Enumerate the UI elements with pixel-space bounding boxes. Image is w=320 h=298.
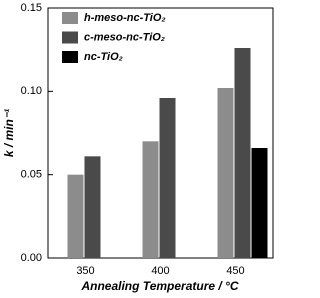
bar: [234, 48, 251, 258]
x-tick-label: 450: [226, 265, 244, 277]
y-tick-label: 0.00: [21, 252, 42, 264]
y-tick-label: 0.05: [21, 169, 42, 181]
legend-swatch: [62, 12, 78, 24]
legend-label: c-meso-nc-TiO₂: [84, 31, 165, 43]
legend-swatch: [62, 31, 78, 44]
bar: [84, 156, 101, 258]
legend-label: nc-TiO₂: [84, 51, 123, 63]
x-tick-label: 350: [76, 265, 94, 277]
legend-label: h-meso-nc-TiO₂: [84, 12, 166, 24]
x-tick-label: 400: [151, 265, 169, 277]
y-tick-label: 0.15: [21, 2, 42, 14]
legend-swatch: [62, 51, 78, 63]
bar: [67, 174, 84, 258]
bar: [251, 148, 268, 258]
y-tick-label: 0.10: [21, 85, 42, 97]
bar: [142, 141, 159, 258]
chart: Annealing Temperature / °C k / min⁻¹ 0.0…: [2, 2, 274, 293]
bar: [159, 98, 176, 258]
y-axis-title: k / min⁻¹: [2, 109, 16, 157]
bar: [217, 88, 234, 258]
x-axis-title: Annealing Temperature / °C: [80, 279, 238, 293]
